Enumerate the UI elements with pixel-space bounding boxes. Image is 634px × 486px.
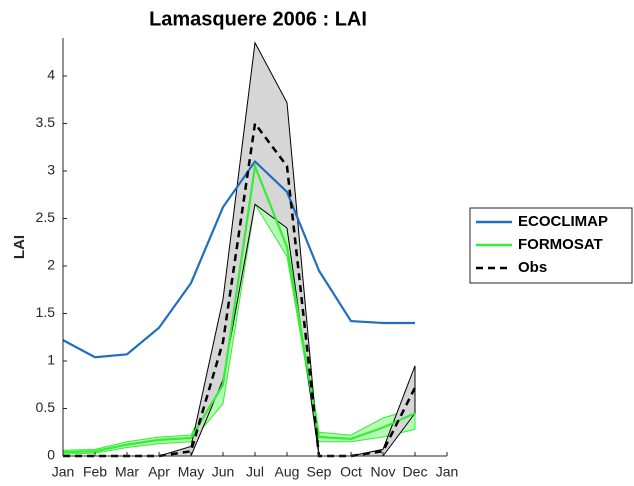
x-tick-label: Jun (212, 464, 235, 480)
series-line (62, 159, 415, 359)
lines (62, 120, 417, 458)
bands (62, 41, 416, 457)
y-tick-label: 0 (47, 447, 55, 463)
x-tick-label: Mar (115, 464, 139, 480)
x-tick-label: Feb (83, 464, 107, 480)
legend-label: FORMOSAT (518, 236, 603, 253)
y-tick-label: 0.5 (36, 399, 56, 415)
y-tick-label: 1 (47, 352, 55, 368)
x-tick-label: Jan (436, 464, 459, 480)
legend-label: Obs (518, 259, 547, 276)
x-tick-label: Jul (246, 464, 264, 480)
band (63, 41, 416, 457)
x-tick-label: Nov (371, 464, 396, 480)
y-tick-label: 1.5 (36, 304, 56, 320)
x-tick-label: May (178, 464, 204, 480)
chart-title: Lamasquere 2006 : LAI (149, 8, 367, 30)
x-tick-label: Oct (340, 464, 362, 480)
series-line (63, 120, 417, 458)
y-tick-label: 3 (47, 162, 55, 178)
x-tick-label: Apr (148, 464, 170, 480)
series-line (62, 162, 416, 454)
y-axis-label: LAI (11, 235, 28, 259)
y-tick-label: 4 (47, 67, 55, 83)
x-tick-label: Dec (403, 464, 428, 480)
legend-label: ECOCLIMAP (518, 213, 608, 230)
x-tick-label: Jan (52, 464, 75, 480)
x-tick-label: Sep (307, 464, 332, 480)
y-tick-label: 2 (47, 257, 55, 273)
x-tick-label: Aug (275, 464, 300, 480)
y-tick-label: 3.5 (36, 114, 56, 130)
y-tick-label: 2.5 (36, 209, 56, 225)
